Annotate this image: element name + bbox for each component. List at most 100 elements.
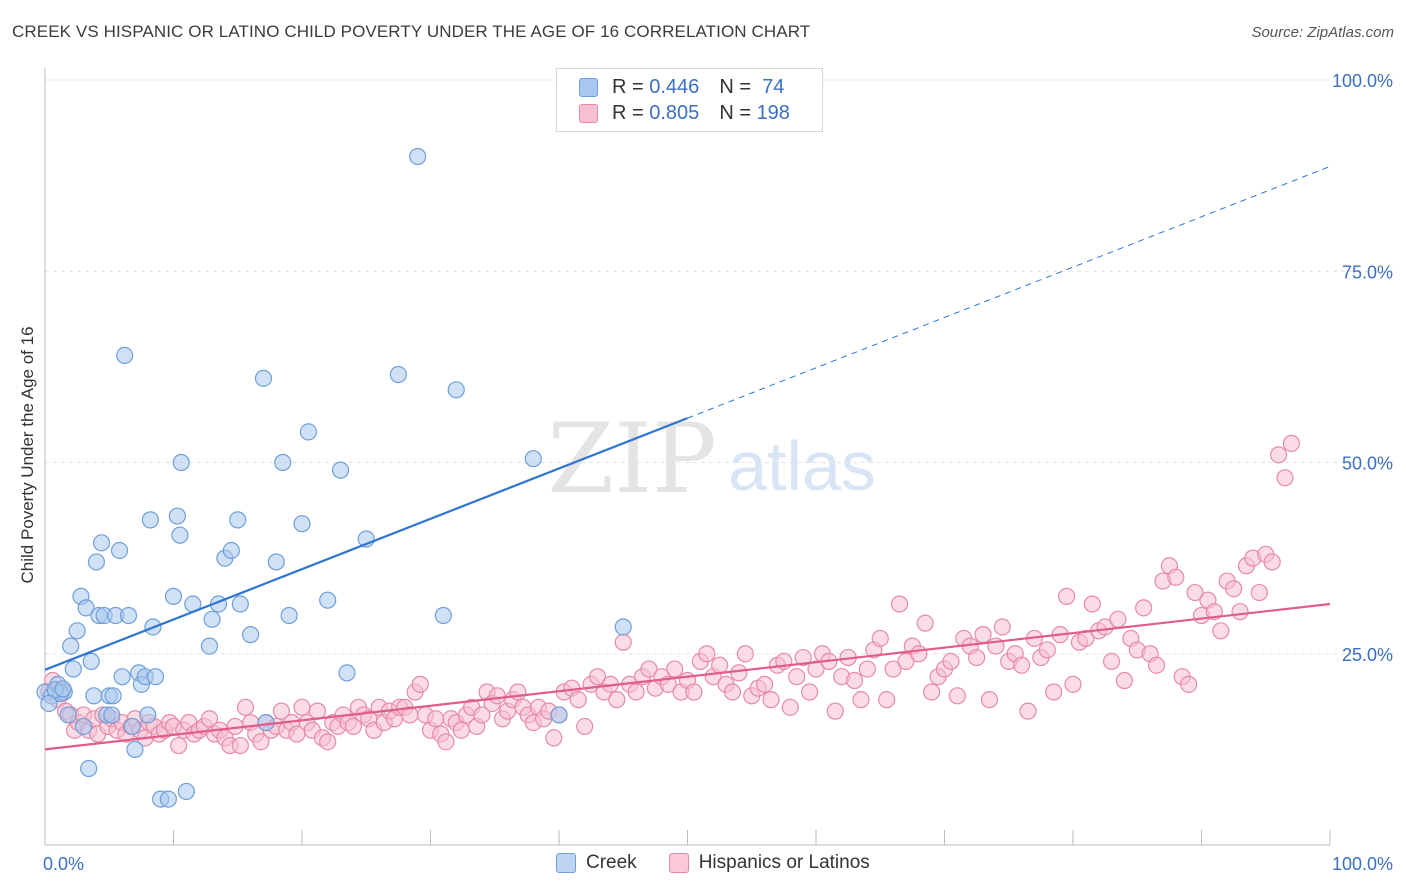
legend-r-value: 0.805 [649,101,700,124]
hispanic-point [942,652,960,671]
creek-point [231,595,249,613]
hispanic-point [794,648,812,667]
hispanic-point [698,645,716,663]
hispanic-point [1180,675,1198,693]
hispanic-point [411,675,429,693]
creek-point [200,637,219,655]
hispanic-point [762,691,780,709]
hispanic-point [974,626,992,644]
creek-point [40,694,58,713]
legend-row-hispanic: R = 0.805 N = 198 [579,102,790,124]
creek-point [242,626,260,644]
hispanic-point [1012,656,1031,674]
creek-point [164,587,183,605]
hispanic-point [1102,652,1121,671]
creek-point [123,717,141,736]
hispanic-point [1038,641,1056,659]
creek-point [59,706,77,724]
creek-point [257,713,275,732]
y-tick-label: 75.0% [1342,262,1393,282]
creek-point [229,511,247,529]
creek-point [87,553,106,571]
hispanic-point [627,683,645,701]
creek-point [54,680,72,698]
stats-legend: R = 0.446 N = 74 R = 0.805 N = 198 [556,68,823,132]
creek-point [293,515,311,533]
creek-point [92,534,111,552]
hispanic-point [736,645,754,663]
creek-point [338,664,356,682]
hispanic-point [755,675,774,693]
creek-point [409,147,427,166]
hispanic-point [473,706,491,724]
creek-point [85,687,103,705]
creek-point [146,668,165,686]
hispanic-point [685,683,703,701]
hispanic-point [1167,568,1185,586]
creek-point [110,541,129,560]
creek-point [172,453,190,472]
legend-n-label: N = [719,101,757,124]
hispanic-point [1186,583,1204,602]
creek-point [116,346,134,364]
hispanic-point [807,660,825,678]
hispanic-point [711,656,729,674]
hispanic-point [1057,587,1076,605]
legend-swatch-hispanic [579,103,598,123]
legend-swatch-creek [579,77,598,97]
hispanic-point [308,702,327,720]
x-tick-label: 100.0% [1332,854,1393,874]
hispanic-point [452,721,470,739]
hispanic-point [948,687,966,705]
creek-point [62,637,80,655]
hispanic-point [871,629,889,648]
creek-point [139,706,157,724]
hispanic-point [730,664,748,682]
creek-point [274,453,292,472]
hispanic-point [1019,702,1037,720]
hispanic-point [1282,434,1301,452]
creek-point [77,599,95,617]
legend-item-hispanic[interactable]: Hispanics or Latinos [668,852,870,874]
hispanic-point [884,660,902,678]
hispanic-point [1276,469,1294,487]
hispanic-point [858,660,877,678]
creek-point [447,381,465,399]
hispanic-point [1135,599,1153,617]
hispanic-point [1077,629,1095,648]
creek-point [331,461,350,479]
hispanic-point [910,645,928,663]
watermark: ZIP atlas [547,403,876,515]
y-axis-label: Child Poverty Under the Age of 16 [18,326,37,584]
creek-point [119,606,138,625]
hispanic-point [1045,683,1063,701]
creek-point [171,526,189,544]
legend-row-creek: R = 0.446 N = 74 [579,76,784,98]
y-tick-label: 100.0% [1332,71,1393,91]
creek-point [280,606,298,625]
hispanic-point [488,687,506,705]
hispanic-point [1109,610,1127,628]
legend-r-value: 0.446 [649,75,700,98]
creek-point [389,365,407,384]
hispanic-point [614,633,632,651]
series-legend: Creek Hispanics or Latinos [556,852,902,874]
hispanic-point [1250,583,1268,602]
hispanic-point [576,717,594,736]
legend-n-value: 74 [756,75,785,98]
watermark-atlas: atlas [728,427,876,505]
y-tick-label: 50.0% [1342,454,1393,474]
creek-point [126,740,144,758]
creek-point [434,606,452,625]
creek-point [614,618,632,636]
legend-item-creek[interactable]: Creek [556,852,637,874]
hispanic-point [608,691,626,709]
hispanic-point [993,618,1011,636]
creek-point [168,507,186,525]
hispanic-point [252,733,270,751]
hispanic-point [231,736,249,755]
hispanic-point [826,702,844,720]
hispanic-point [1147,656,1166,674]
hispanic-point [980,691,999,709]
